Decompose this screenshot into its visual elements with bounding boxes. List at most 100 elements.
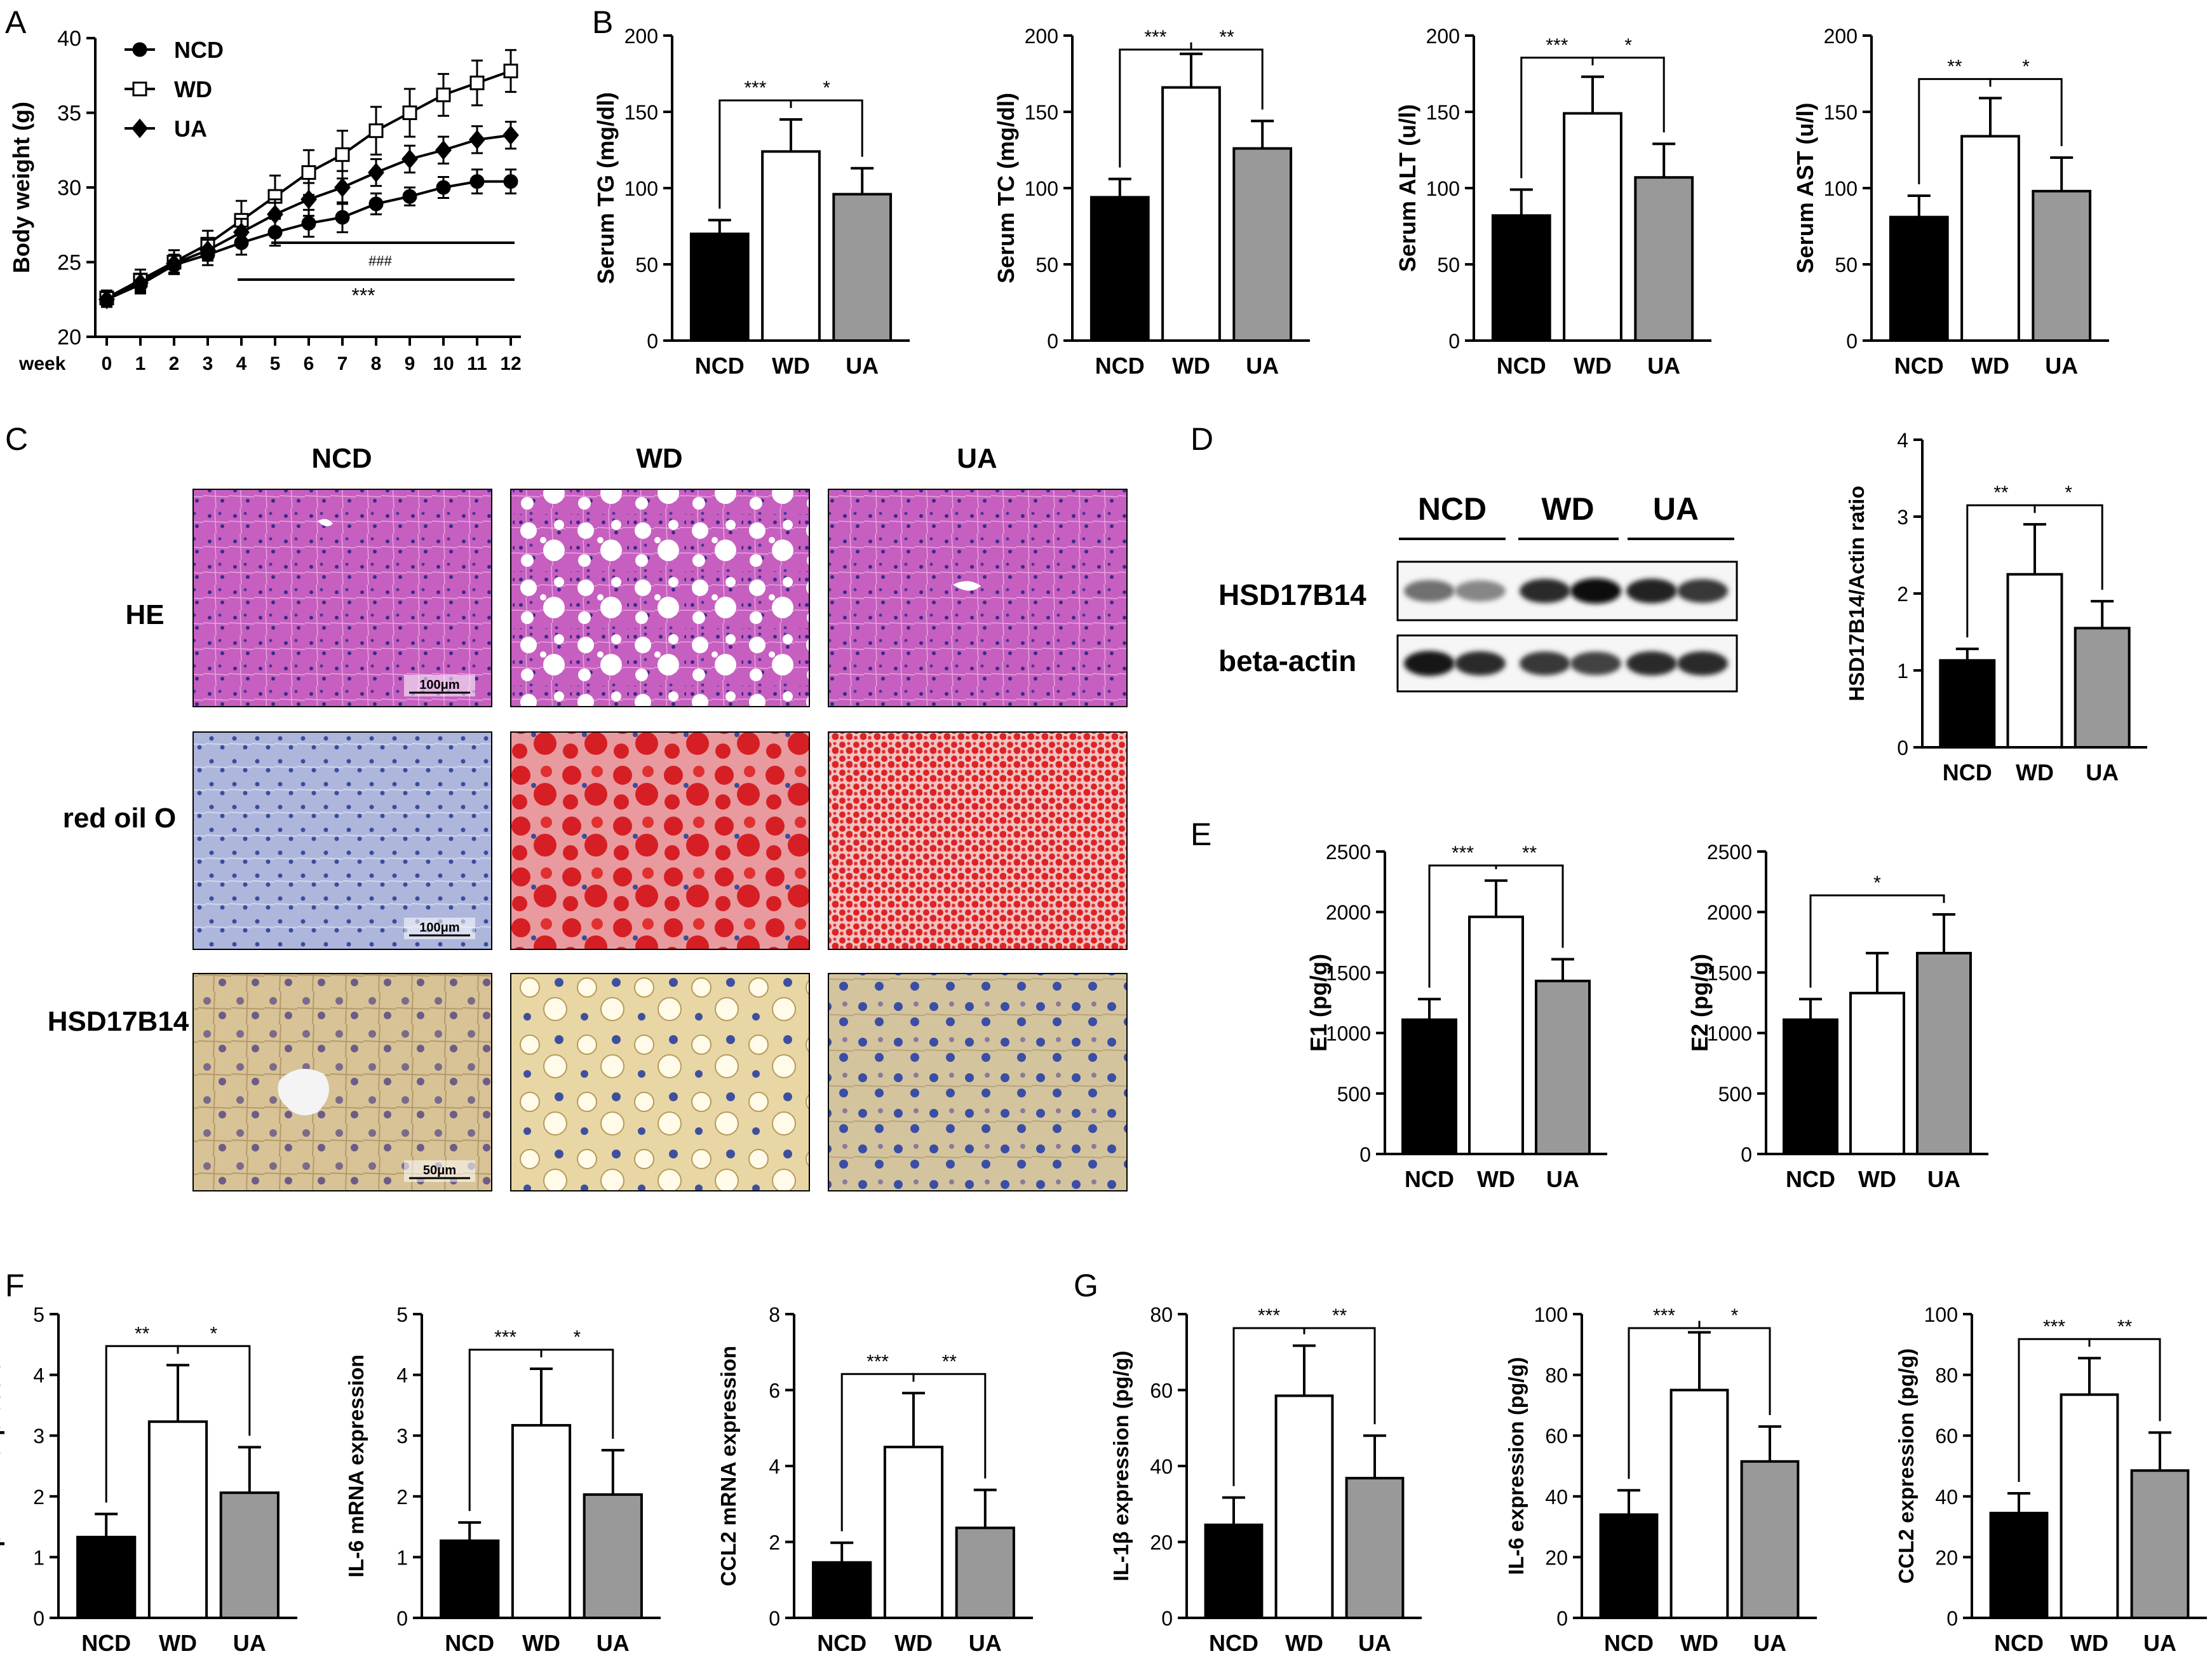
bar-g1-wd: [1274, 1394, 1334, 1619]
series-wd: [99, 49, 518, 307]
y-tick-label-b3: 150: [1426, 101, 1460, 124]
significance-bracket-f3: [912, 1373, 987, 1479]
significance-label-f3: **: [942, 1351, 957, 1372]
significance-label-b2: ***: [1144, 27, 1166, 48]
legend-label-wd: WD: [174, 76, 212, 102]
x-tick-label-a: 6: [304, 353, 314, 374]
y-axis-title-b2: Serum TC (mg/dl): [993, 93, 1019, 283]
bar-d-ncd: [1939, 659, 1996, 749]
y-tick-label-g1: 80: [1150, 1303, 1173, 1326]
micrograph-ihc-wd: [510, 973, 810, 1191]
y-tick-label-d: 4: [1897, 429, 1908, 452]
x-tick-label-f1: UA: [233, 1630, 266, 1656]
significance-bracket-g1: [1303, 1327, 1376, 1425]
y-tick-label-f1: 1: [33, 1546, 44, 1569]
y-tick-label-f3: 4: [769, 1455, 780, 1478]
x-tick-label-a: 5: [270, 353, 281, 374]
x-tick-label-b1: WD: [772, 353, 810, 379]
legend-marker-ncd: [132, 42, 147, 57]
bar-g3-ua: [2130, 1469, 2190, 1619]
data-point-ua: [435, 140, 452, 160]
blot-band-hsd17b14: [1404, 580, 1455, 602]
x-tick-label-a: 12: [500, 353, 521, 374]
significance-bracket-g2: [1698, 1320, 1771, 1415]
y-tick-label-g2: 100: [1534, 1303, 1568, 1326]
legend-label-ua: UA: [174, 116, 207, 142]
y-axis-title-e2: E2 (pg/g): [1687, 954, 1713, 1052]
x-tick-label-b2: UA: [1246, 353, 1279, 379]
y-axis-title-b1: Serum TG (mg/dl): [593, 92, 619, 284]
significance-label-b4: *: [2022, 56, 2030, 77]
blot-band-actin: [1677, 651, 1728, 676]
x-tick-label-a: 9: [405, 353, 415, 374]
data-point-ua: [469, 130, 485, 150]
blot-bands: [1404, 578, 1728, 676]
y-tick-label-b3: 50: [1437, 254, 1460, 276]
y-tick-label-b4: 50: [1835, 254, 1858, 276]
significance-label-f3: ***: [867, 1351, 889, 1372]
y-tick-label-b2: 200: [1025, 25, 1058, 48]
significance-label-g3: **: [2117, 1316, 2133, 1337]
legend-marker-ua: [132, 118, 148, 139]
y-tick-label-f2: 3: [396, 1425, 408, 1448]
blot-band-hsd17b14: [1677, 579, 1728, 603]
bar-e2-ua: [1916, 951, 1972, 1156]
y-tick-label-f2: 0: [396, 1607, 408, 1630]
x-tick-label-b1: UA: [846, 353, 879, 379]
panel-letter-a: A: [5, 4, 27, 40]
y-tick-label-g1: 60: [1150, 1380, 1173, 1402]
x-tick-label-d: WD: [2016, 759, 2054, 785]
y-tick-label-f3: 2: [769, 1531, 780, 1554]
data-point-ncd: [436, 180, 451, 195]
blot-band-hsd17b14: [1626, 578, 1677, 604]
vessel-he-ncd: [318, 519, 333, 527]
bar-b4-ua: [2032, 189, 2092, 342]
data-point-ncd: [469, 174, 485, 189]
y-tick-label-b2: 150: [1025, 101, 1058, 124]
panel-letter-e: E: [1190, 817, 1211, 852]
legend-marker-wd: [132, 81, 147, 97]
data-point-ncd: [503, 174, 518, 189]
x-tick-label-a: 0: [102, 353, 112, 374]
x-tick-label-b2: WD: [1172, 353, 1210, 379]
y-tick-label-g3: 100: [1924, 1303, 1958, 1326]
x-tick-label-a: 4: [236, 353, 247, 374]
series-ua: [98, 121, 519, 309]
bar-e2-ncd: [1783, 1018, 1838, 1155]
y-tick-label-b1: 100: [624, 177, 658, 200]
y-tick-label-f2: 5: [396, 1303, 408, 1326]
y-tick-label-b2: 0: [1047, 330, 1058, 353]
y-tick-label-g3: 20: [1935, 1546, 1958, 1569]
x-tick-label-b4: UA: [2045, 353, 2078, 379]
y-tick-label-b2: 50: [1035, 254, 1058, 276]
x-tick-label-b4: WD: [1971, 353, 2009, 379]
x-tick-label-a: 7: [337, 353, 348, 374]
panel-letter-g: G: [1074, 1268, 1098, 1303]
bar-g1-ua: [1345, 1477, 1405, 1620]
y-tick-label-g2: 0: [1556, 1607, 1568, 1630]
blot-band-hsd17b14: [1520, 578, 1570, 604]
significance-label-e2: *: [1873, 872, 1881, 893]
bar-b2-ncd: [1089, 196, 1150, 342]
chart-g1: 0 20 40 60 80 IL-1β expression (pg/g) NCD WD UA *…: [1109, 1303, 1422, 1656]
x-tick-label-g2: NCD: [1604, 1630, 1654, 1656]
data-point-wd: [402, 105, 417, 120]
data-point-wd: [469, 76, 485, 90]
data-point-wd: [301, 165, 316, 180]
y-tick-label-f3: 0: [769, 1607, 780, 1630]
y-tick-label-f1: 3: [33, 1425, 44, 1448]
x-tick-label-a: 1: [135, 353, 146, 374]
histology-row-oil: red oil O: [63, 803, 176, 834]
x-tick-label-f3: NCD: [817, 1630, 867, 1656]
scale-bar-oil: 100μm: [419, 921, 459, 935]
micrograph-oil-wd: [510, 731, 810, 950]
micrograph-ihc-ncd: [192, 973, 492, 1191]
x-tick-label-e1: NCD: [1405, 1166, 1454, 1192]
y-tick-label-b2: 100: [1025, 177, 1058, 200]
